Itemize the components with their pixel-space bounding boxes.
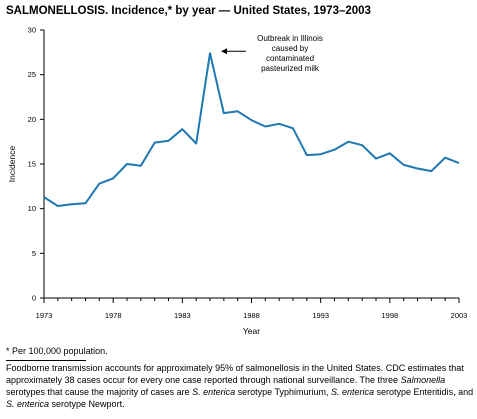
description-run: serotype Enteritidis, and <box>374 387 474 397</box>
y-tick-label: 25 <box>28 70 36 79</box>
description-italic-run: S. enterica <box>331 387 375 397</box>
description-italic-run: Salmonella <box>400 375 446 385</box>
y-tick-label: 10 <box>28 204 36 213</box>
annotation-text-line: Outbreak in Illinois <box>257 34 323 43</box>
y-tick-label: 15 <box>28 160 36 169</box>
description-paragraph: Foodborne transmission accounts for appr… <box>6 362 474 410</box>
x-tick-label: 1973 <box>36 311 53 320</box>
chart-title: SALMONELLOSIS. Incidence,* by year — Uni… <box>6 5 371 17</box>
y-tick-label: 20 <box>28 115 36 124</box>
footnote-rule <box>6 360 86 361</box>
y-tick-label: 5 <box>32 249 36 258</box>
x-tick-label: 2003 <box>451 311 468 320</box>
x-tick-label: 1988 <box>243 311 260 320</box>
description-italic-run: S. enterica <box>192 387 236 397</box>
y-axis-title: Incidence <box>7 146 17 183</box>
description-run: serotypes that cause the majority of cas… <box>6 387 193 397</box>
x-axis-title: Year <box>243 326 260 336</box>
x-tick-label: 1993 <box>312 311 329 320</box>
annotation-text-line: pasteurized milk <box>261 64 320 73</box>
annotation-arrow-head <box>221 48 227 55</box>
x-tick-label: 1998 <box>381 311 398 320</box>
description-run: serotype Typhimurium, <box>235 387 331 397</box>
description-run: Foodborne transmission accounts for appr… <box>6 363 464 385</box>
incidence-series-line <box>43 52 460 207</box>
description-italic-run: S. enterica <box>6 399 50 409</box>
annotation-text-line: contaminated <box>266 54 314 63</box>
annotation-text-line: caused by <box>272 44 308 53</box>
y-tick-label: 0 <box>32 294 36 303</box>
x-tick-label: 1983 <box>174 311 191 320</box>
footnote: * Per 100,000 population. <box>6 346 108 356</box>
incidence-line-chart: 0 5 10 15 20 25 30 1973 1978 1983 1988 1993 1998 2003… <box>7 26 468 337</box>
x-tick-label: 1978 <box>105 311 122 320</box>
y-tick-label: 30 <box>28 26 36 35</box>
description-run: serotype Newport. <box>49 399 125 409</box>
